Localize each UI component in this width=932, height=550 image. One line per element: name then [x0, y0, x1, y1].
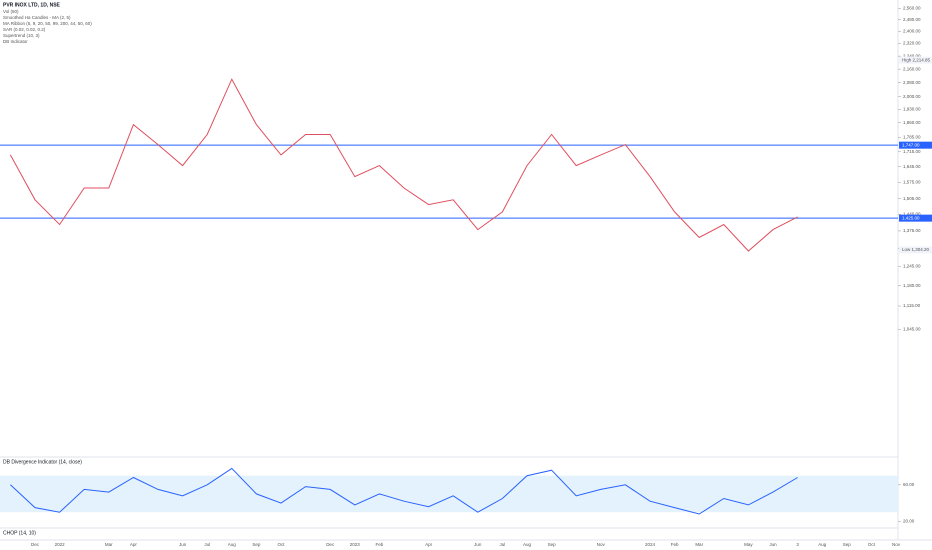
y-tick-label: 1,245.00	[903, 264, 921, 269]
y-tick-label: 1,180.00	[903, 283, 921, 288]
series-line	[10, 467, 798, 515]
x-tick-label: Mar	[695, 542, 703, 547]
y-tick-label: 60.00	[903, 482, 915, 487]
annotation-box	[899, 56, 932, 64]
series-line	[9, 78, 798, 252]
price-tag-label: 1,747.00	[902, 142, 920, 147]
x-tick-label: Mar	[105, 542, 113, 547]
x-tick-label: Apr	[425, 542, 433, 547]
x-tick-label: Oct	[868, 542, 876, 547]
price-tag	[899, 141, 932, 149]
x-tick-label: Aug	[228, 542, 237, 547]
y-tick-label: 1,645.00	[903, 164, 921, 169]
x-tick-label: May	[744, 542, 753, 547]
x-tick-label: Sep	[843, 542, 852, 547]
x-tick-label: 2022	[55, 542, 66, 547]
y-tick-label: 2,160.00	[903, 66, 921, 71]
indicator-label: DB Indicator	[3, 39, 28, 44]
chart-title: PVR INOX LTD, 1D, NSE	[3, 2, 61, 8]
y-tick-label: 1,045.00	[903, 326, 921, 331]
price-tag	[899, 214, 932, 222]
rsi-band	[0, 475, 898, 513]
indicator-label: MA Ribbon (5, 9, 20, 50, 99, 200, 44, 50…	[3, 21, 92, 26]
annotation-label: High 2,214.85	[902, 57, 931, 62]
y-tick-label: 2,400.00	[903, 29, 921, 34]
x-tick-label: Jun	[179, 542, 187, 547]
x-tick-label: Dec	[31, 542, 40, 547]
x-tick-label: Feb	[376, 542, 384, 547]
x-tick-label: Dec	[326, 542, 335, 547]
indicator-label: Vol (50)	[3, 9, 19, 14]
y-tick-label: 2,240.00	[903, 53, 921, 58]
panel-title: CHOP (14, 10)	[3, 530, 36, 536]
annotation-box	[899, 246, 932, 254]
x-tick-label: 2024	[645, 542, 656, 547]
x-tick-label: Oct	[277, 542, 285, 547]
x-tick-label: Aug	[523, 542, 532, 547]
indicator-label: Supertrend (10, 3)	[3, 33, 40, 38]
x-tick-label: Apr	[130, 542, 138, 547]
annotation-label: Low 1,304.20	[902, 247, 930, 252]
y-tick-label: 20.00	[903, 519, 915, 524]
x-tick-label: Jul	[500, 542, 506, 547]
x-tick-label: Jun	[769, 542, 777, 547]
y-tick-label: 1,575.00	[903, 179, 921, 184]
y-tick-label: 1,505.00	[903, 196, 921, 201]
panel-title: DB Divergence Indicator (14, close)	[3, 459, 82, 465]
y-tick-label: 2,000.00	[903, 94, 921, 99]
y-tick-label: 1,440.00	[903, 212, 921, 217]
y-tick-label: 1,785.00	[903, 135, 921, 140]
y-tick-label: 2,560.00	[903, 5, 921, 10]
x-tick-label: Nov	[892, 542, 901, 547]
x-tick-label: 3	[796, 542, 799, 547]
x-tick-label: Jul	[204, 542, 210, 547]
x-tick-label: Nov	[597, 542, 606, 547]
y-tick-label: 2,480.00	[903, 17, 921, 22]
y-tick-label: 1,115.00	[903, 303, 921, 308]
y-tick-label: 2,080.00	[903, 80, 921, 85]
indicator-label: Smoothed Ha Candles - MA (2, 5)	[3, 15, 71, 20]
indicator-label: SAR (0.02, 0.02, 0.2)	[3, 27, 46, 32]
y-tick-label: 1,860.00	[903, 120, 921, 125]
x-tick-label: Sep	[548, 542, 557, 547]
x-tick-label: Aug	[818, 542, 827, 547]
y-tick-label: 1,715.00	[903, 149, 921, 154]
y-tick-label: 2,320.00	[903, 41, 921, 46]
x-tick-label: Jun	[474, 542, 482, 547]
price-tag-label: 1,425.00	[902, 215, 920, 220]
y-tick-label: 1,930.00	[903, 107, 921, 112]
x-tick-label: Feb	[671, 542, 679, 547]
x-tick-label: 2023	[350, 542, 361, 547]
y-tick-label: 1,375.00	[903, 228, 921, 233]
x-tick-label: Sep	[252, 542, 261, 547]
